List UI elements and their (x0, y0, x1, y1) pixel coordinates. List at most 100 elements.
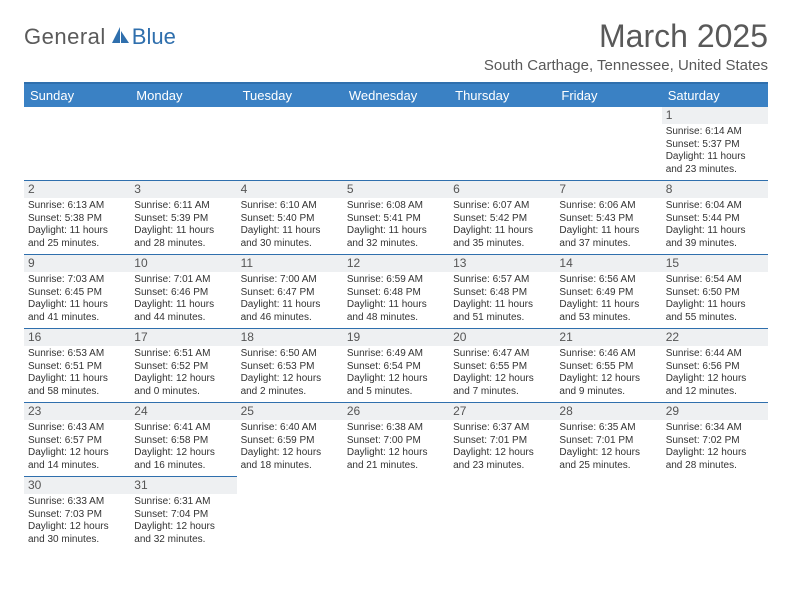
sunrise-text: Sunrise: 6:56 AM (559, 274, 657, 287)
calendar-cell: 15Sunrise: 6:54 AMSunset: 6:50 PMDayligh… (662, 255, 768, 329)
calendar-cell: 20Sunrise: 6:47 AMSunset: 6:55 PMDayligh… (449, 329, 555, 403)
day-number: 16 (24, 329, 130, 346)
day-number: 14 (555, 255, 661, 272)
sunrise-text: Sunrise: 7:03 AM (28, 274, 126, 287)
day-number: 7 (555, 181, 661, 198)
daylight-text: Daylight: 11 hours (666, 151, 764, 164)
sunrise-text: Sunrise: 6:53 AM (28, 348, 126, 361)
daylight-text: Daylight: 11 hours (453, 225, 551, 238)
sunrise-text: Sunrise: 6:51 AM (134, 348, 232, 361)
daylight-text: Daylight: 11 hours (347, 225, 445, 238)
daylight-text: Daylight: 12 hours (241, 447, 339, 460)
daylight-text: and 9 minutes. (559, 386, 657, 399)
calendar-cell: 4Sunrise: 6:10 AMSunset: 5:40 PMDaylight… (237, 181, 343, 255)
daylight-text: and 55 minutes. (666, 312, 764, 325)
calendar-cell (449, 477, 555, 551)
sunset-text: Sunset: 6:49 PM (559, 287, 657, 300)
sunrise-text: Sunrise: 6:11 AM (134, 200, 232, 213)
day-number: 31 (130, 477, 236, 494)
day-number: 10 (130, 255, 236, 272)
daylight-text: and 46 minutes. (241, 312, 339, 325)
calendar-cell: 2Sunrise: 6:13 AMSunset: 5:38 PMDaylight… (24, 181, 130, 255)
daylight-text: and 23 minutes. (666, 164, 764, 177)
sunset-text: Sunset: 5:39 PM (134, 213, 232, 226)
weekday-header: Saturday (662, 83, 768, 107)
sunrise-text: Sunrise: 6:46 AM (559, 348, 657, 361)
daylight-text: and 14 minutes. (28, 460, 126, 473)
calendar-row: 30Sunrise: 6:33 AMSunset: 7:03 PMDayligh… (24, 477, 768, 551)
day-number: 6 (449, 181, 555, 198)
sunset-text: Sunset: 6:59 PM (241, 435, 339, 448)
sunset-text: Sunset: 5:43 PM (559, 213, 657, 226)
daylight-text: and 12 minutes. (666, 386, 764, 399)
sunset-text: Sunset: 7:02 PM (666, 435, 764, 448)
calendar-cell: 16Sunrise: 6:53 AMSunset: 6:51 PMDayligh… (24, 329, 130, 403)
sunset-text: Sunset: 6:46 PM (134, 287, 232, 300)
day-number: 30 (24, 477, 130, 494)
calendar-cell: 29Sunrise: 6:34 AMSunset: 7:02 PMDayligh… (662, 403, 768, 477)
daylight-text: Daylight: 12 hours (347, 447, 445, 460)
calendar-row: 9Sunrise: 7:03 AMSunset: 6:45 PMDaylight… (24, 255, 768, 329)
daylight-text: Daylight: 12 hours (666, 447, 764, 460)
weekday-header: Wednesday (343, 83, 449, 107)
daylight-text: Daylight: 12 hours (28, 447, 126, 460)
day-number: 27 (449, 403, 555, 420)
calendar-cell: 22Sunrise: 6:44 AMSunset: 6:56 PMDayligh… (662, 329, 768, 403)
sail-icon (110, 25, 132, 50)
daylight-text: and 35 minutes. (453, 238, 551, 251)
day-number: 3 (130, 181, 236, 198)
sunset-text: Sunset: 6:55 PM (559, 361, 657, 374)
calendar-cell (343, 107, 449, 181)
daylight-text: and 39 minutes. (666, 238, 764, 251)
calendar-table: Sunday Monday Tuesday Wednesday Thursday… (24, 82, 768, 550)
day-number: 8 (662, 181, 768, 198)
daylight-text: and 28 minutes. (666, 460, 764, 473)
calendar-row: 16Sunrise: 6:53 AMSunset: 6:51 PMDayligh… (24, 329, 768, 403)
sunset-text: Sunset: 6:48 PM (347, 287, 445, 300)
day-number: 20 (449, 329, 555, 346)
calendar-cell (555, 477, 661, 551)
daylight-text: and 16 minutes. (134, 460, 232, 473)
calendar-cell: 18Sunrise: 6:50 AMSunset: 6:53 PMDayligh… (237, 329, 343, 403)
sunset-text: Sunset: 5:44 PM (666, 213, 764, 226)
calendar-row: 23Sunrise: 6:43 AMSunset: 6:57 PMDayligh… (24, 403, 768, 477)
location: South Carthage, Tennessee, United States (484, 57, 768, 74)
daylight-text: Daylight: 11 hours (347, 299, 445, 312)
sunset-text: Sunset: 6:53 PM (241, 361, 339, 374)
daylight-text: Daylight: 12 hours (559, 373, 657, 386)
sunrise-text: Sunrise: 7:00 AM (241, 274, 339, 287)
sunset-text: Sunset: 6:55 PM (453, 361, 551, 374)
calendar-cell: 7Sunrise: 6:06 AMSunset: 5:43 PMDaylight… (555, 181, 661, 255)
daylight-text: and 41 minutes. (28, 312, 126, 325)
logo-text-general: General (24, 24, 106, 50)
calendar-cell (662, 477, 768, 551)
sunrise-text: Sunrise: 6:41 AM (134, 422, 232, 435)
calendar-cell: 28Sunrise: 6:35 AMSunset: 7:01 PMDayligh… (555, 403, 661, 477)
calendar-cell: 3Sunrise: 6:11 AMSunset: 5:39 PMDaylight… (130, 181, 236, 255)
sunrise-text: Sunrise: 6:04 AM (666, 200, 764, 213)
logo: General Blue (24, 24, 176, 50)
daylight-text: Daylight: 12 hours (28, 521, 126, 534)
sunset-text: Sunset: 7:01 PM (453, 435, 551, 448)
sunrise-text: Sunrise: 6:33 AM (28, 496, 126, 509)
calendar-cell: 23Sunrise: 6:43 AMSunset: 6:57 PMDayligh… (24, 403, 130, 477)
sunrise-text: Sunrise: 6:57 AM (453, 274, 551, 287)
day-number: 23 (24, 403, 130, 420)
calendar-cell: 11Sunrise: 7:00 AMSunset: 6:47 PMDayligh… (237, 255, 343, 329)
sunrise-text: Sunrise: 6:47 AM (453, 348, 551, 361)
sunrise-text: Sunrise: 6:13 AM (28, 200, 126, 213)
calendar-cell: 5Sunrise: 6:08 AMSunset: 5:41 PMDaylight… (343, 181, 449, 255)
calendar-cell: 6Sunrise: 6:07 AMSunset: 5:42 PMDaylight… (449, 181, 555, 255)
calendar-cell (237, 107, 343, 181)
calendar-cell (130, 107, 236, 181)
sunrise-text: Sunrise: 6:06 AM (559, 200, 657, 213)
daylight-text: and 7 minutes. (453, 386, 551, 399)
calendar-cell: 26Sunrise: 6:38 AMSunset: 7:00 PMDayligh… (343, 403, 449, 477)
sunrise-text: Sunrise: 6:43 AM (28, 422, 126, 435)
sunset-text: Sunset: 6:54 PM (347, 361, 445, 374)
weekday-header: Sunday (24, 83, 130, 107)
calendar-cell: 10Sunrise: 7:01 AMSunset: 6:46 PMDayligh… (130, 255, 236, 329)
daylight-text: and 30 minutes. (28, 534, 126, 547)
daylight-text: and 0 minutes. (134, 386, 232, 399)
sunrise-text: Sunrise: 6:31 AM (134, 496, 232, 509)
